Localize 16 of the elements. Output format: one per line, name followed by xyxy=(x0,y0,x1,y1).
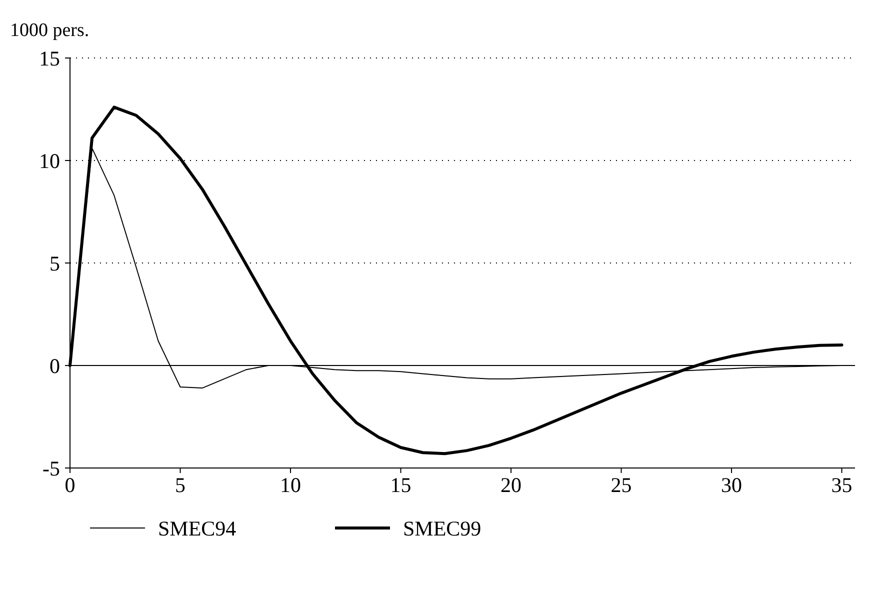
y-tick-label: 5 xyxy=(50,251,60,276)
x-tick-label: 15 xyxy=(390,473,412,497)
y-tick-label: 15 xyxy=(39,46,60,70)
x-tick-label: 20 xyxy=(500,473,522,497)
legend-label: SMEC99 xyxy=(403,516,482,540)
y-axis-title: 1000 pers. xyxy=(10,20,90,41)
x-tick-label: 35 xyxy=(831,473,852,497)
x-tick-label: 5 xyxy=(175,473,186,497)
y-tick-label: -5 xyxy=(42,456,60,480)
x-tick-label: 10 xyxy=(280,473,302,497)
legend-label: SMEC94 xyxy=(158,516,237,540)
x-tick-label: 25 xyxy=(610,473,632,497)
x-tick-label: 0 xyxy=(64,473,76,497)
x-tick-label: 30 xyxy=(721,473,742,497)
y-tick-label: 0 xyxy=(50,354,60,378)
y-tick-label: 10 xyxy=(39,148,60,173)
